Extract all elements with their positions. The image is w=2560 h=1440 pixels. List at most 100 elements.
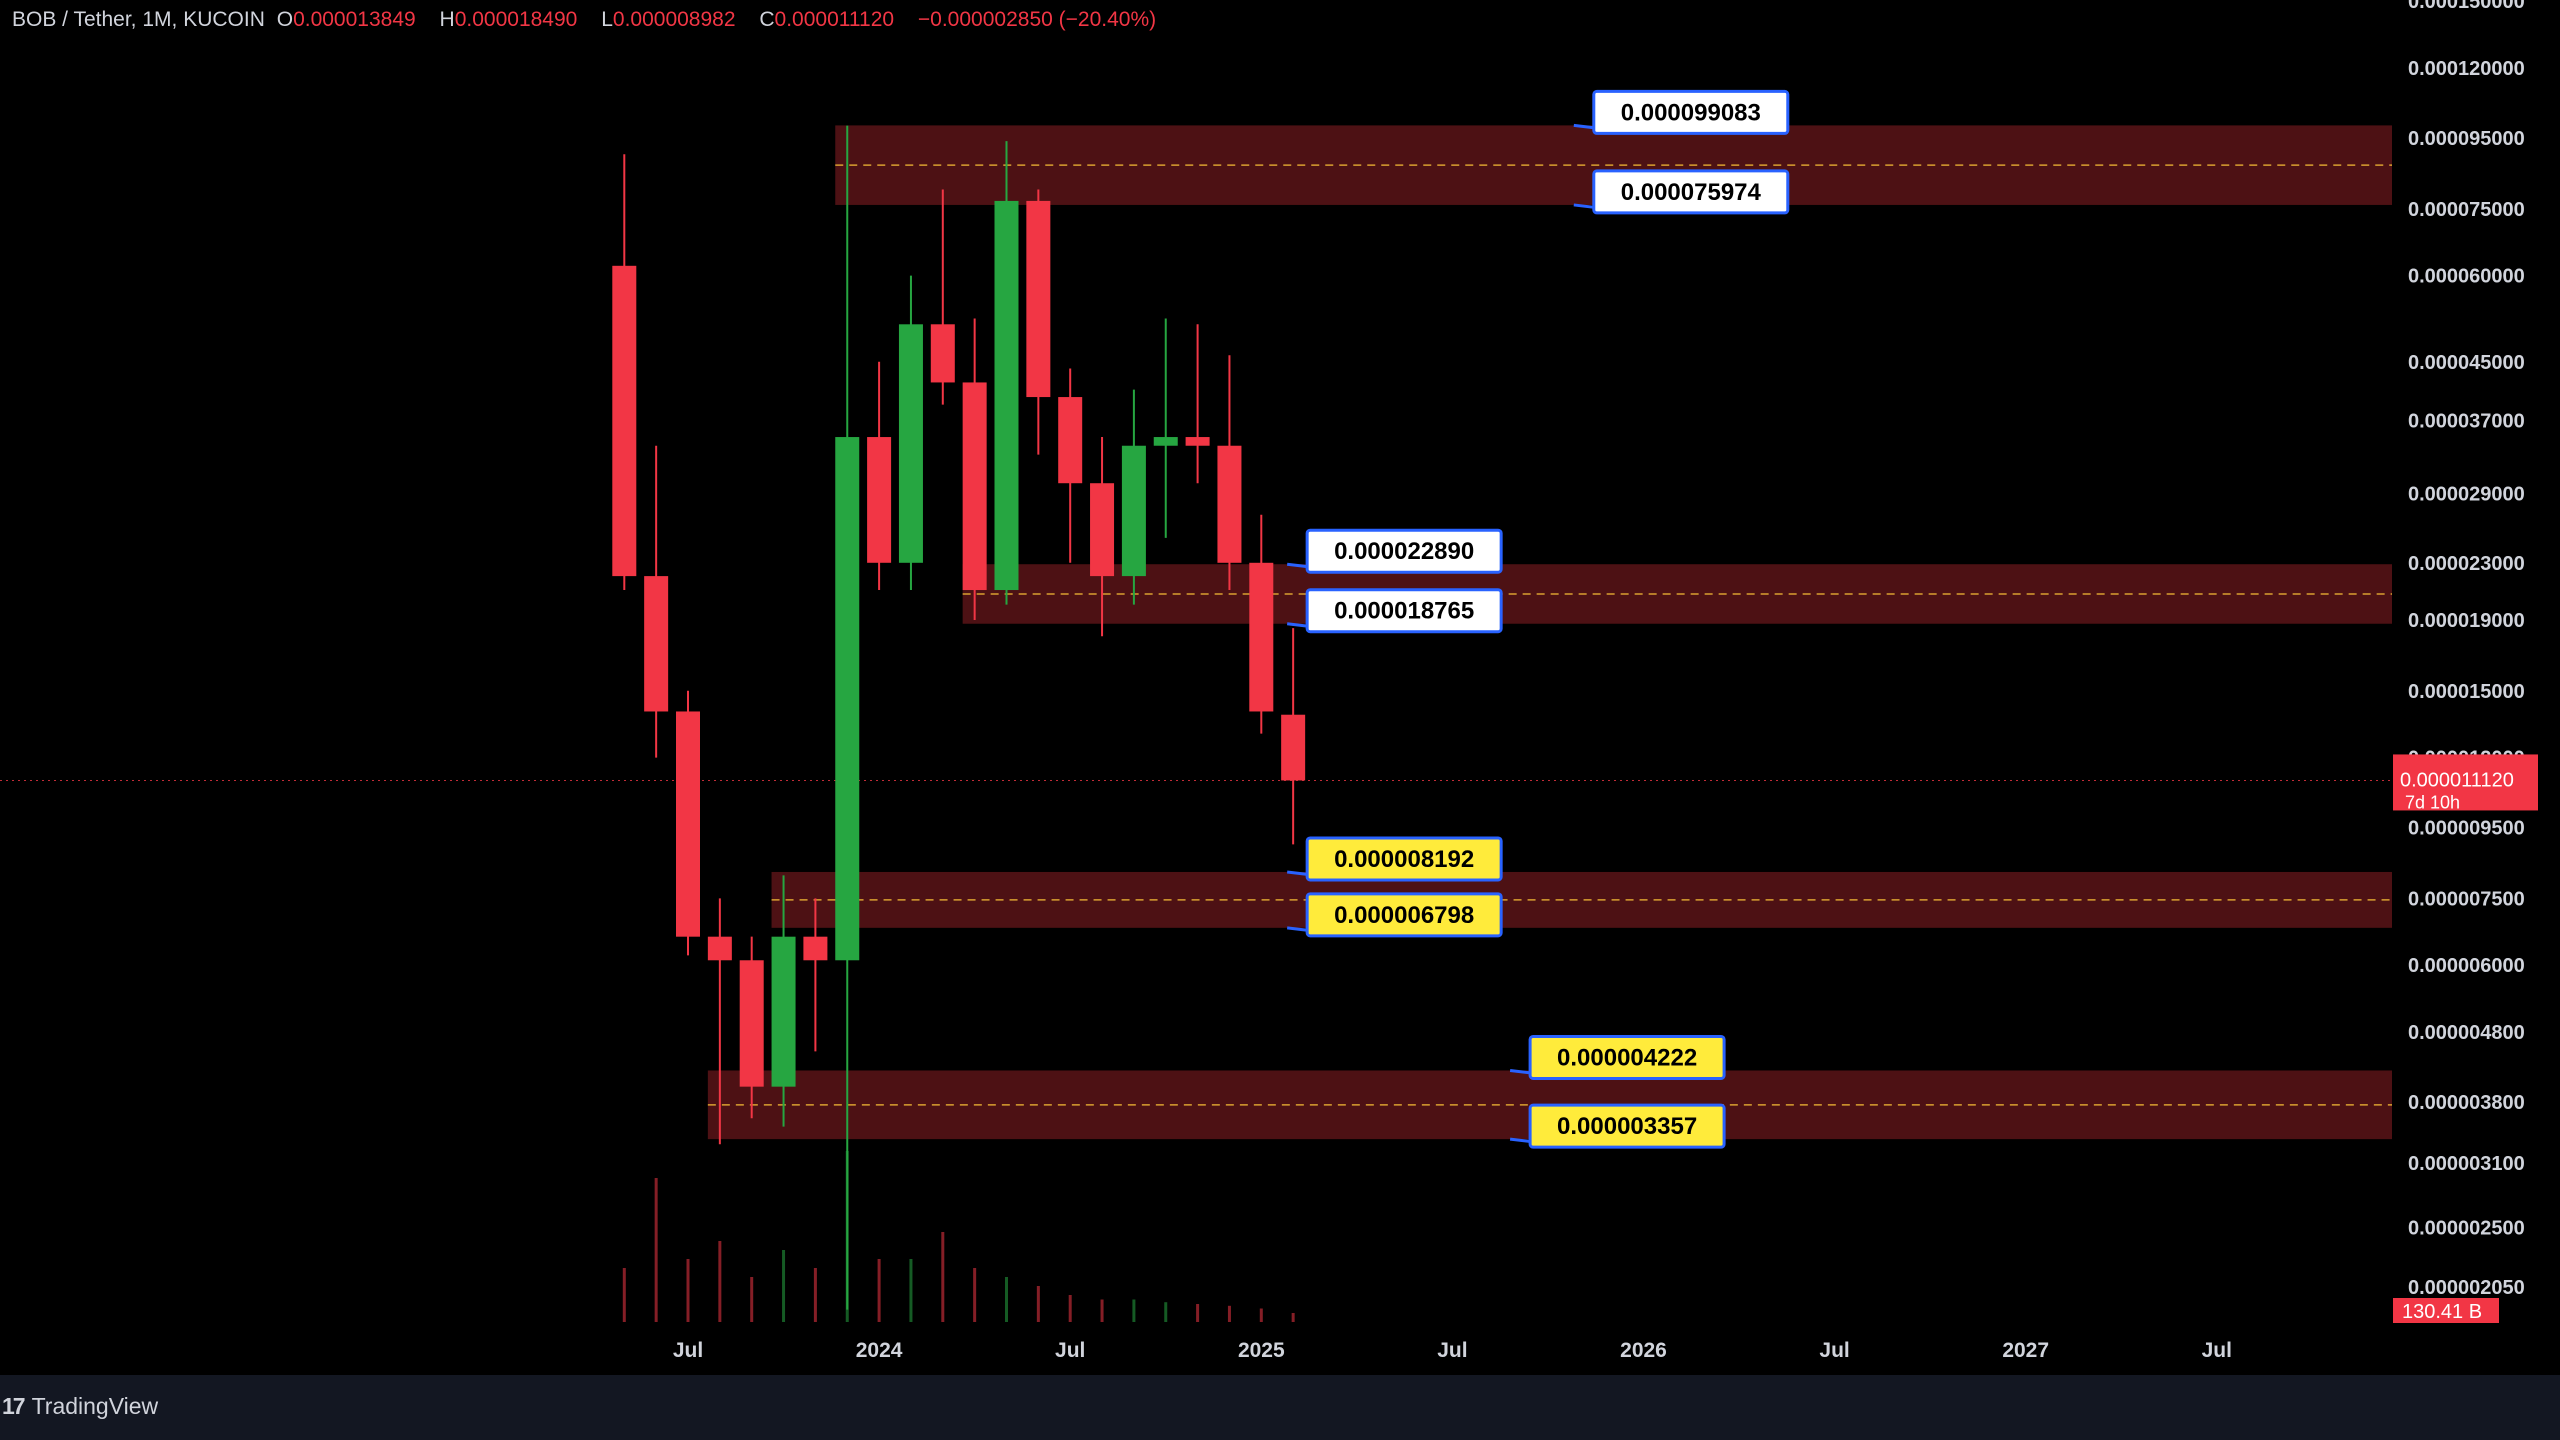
candle-body[interactable] [1026, 200, 1051, 398]
price-label-text: 0.000022890 [1334, 538, 1474, 565]
candle-body[interactable] [1281, 714, 1306, 781]
volume-bar [941, 1232, 945, 1322]
y-tick-label: 0.000037000 [2408, 410, 2525, 432]
price-label-box[interactable] [1305, 892, 1503, 938]
y-tick-label: 0.000120000 [2408, 58, 2525, 80]
y-tick-label: 0.000002050 [2408, 1277, 2525, 1299]
y-tick-label: 0.000007500 [2408, 888, 2525, 910]
volume-bar [686, 1259, 690, 1322]
volume-tag-value: 130.41 B [2402, 1301, 2482, 1323]
y-tick-label: 0.000009500 [2408, 818, 2525, 840]
volume-tag [2393, 1298, 2499, 1323]
y-tick-label: 0.000006000 [2408, 955, 2525, 977]
candle-body[interactable] [1153, 437, 1178, 446]
x-tick-label: Jul [2202, 1339, 2232, 1362]
price-label-text: 0.000008192 [1334, 846, 1474, 873]
y-tick-label: 0.000002500 [2408, 1217, 2525, 1239]
y-tick-label: 0.000029000 [2408, 483, 2525, 505]
price-label-box[interactable] [1305, 836, 1503, 882]
y-tick-label: 0.000095000 [2408, 128, 2525, 150]
volume-bar [1196, 1304, 1200, 1322]
price-label-text: 0.000099083 [1621, 99, 1761, 126]
candle-body[interactable] [1090, 483, 1115, 577]
open-label: O [276, 8, 294, 31]
candle-body[interactable] [962, 382, 987, 591]
volume-bar [1100, 1299, 1104, 1322]
y-tick-label: 0.000003100 [2408, 1153, 2525, 1175]
volume-bar [654, 1178, 658, 1322]
candle-body[interactable] [994, 200, 1019, 591]
volume-bar [1227, 1305, 1231, 1322]
price-label-box[interactable] [1528, 1103, 1726, 1149]
x-tick-label: Jul [1055, 1339, 1085, 1362]
price-label-box[interactable] [1305, 588, 1503, 634]
price-label-text: 0.000004222 [1557, 1044, 1697, 1071]
x-tick-label: Jul [673, 1339, 703, 1362]
y-tick-label: 0.000004800 [2408, 1022, 2525, 1044]
y-tick-label: 0.000060000 [2408, 266, 2525, 288]
candle-body[interactable] [771, 936, 796, 1087]
volume-bar [1259, 1308, 1263, 1322]
candle-body[interactable] [612, 265, 637, 577]
y-tick-label: 0.000075000 [2408, 199, 2525, 221]
volume-bar [877, 1259, 881, 1322]
candle-body[interactable] [1249, 562, 1274, 712]
candle-body[interactable] [707, 936, 732, 961]
candle-body[interactable] [930, 324, 955, 383]
volume-bar [782, 1250, 786, 1322]
current-price-tag[interactable] [2393, 754, 2538, 811]
x-tick-label: Jul [1819, 1339, 1849, 1362]
price-label-box[interactable] [1528, 1034, 1726, 1080]
x-tick-label: 2027 [2002, 1339, 2049, 1362]
candle-body[interactable] [1217, 445, 1242, 563]
y-tick-label: 0.000150000 [2408, 0, 2525, 13]
volume-bar [1132, 1299, 1136, 1322]
price-label-text: 0.000006798 [1334, 902, 1474, 929]
volume-bar [1068, 1295, 1072, 1322]
price-label-box[interactable] [1305, 528, 1503, 574]
footer-bar [0, 1375, 2560, 1440]
candle-body[interactable] [1058, 397, 1083, 484]
tradingview-brand: TradingView [31, 1393, 159, 1419]
candle-body[interactable] [898, 324, 923, 563]
low-value: 0.000008982 [612, 8, 736, 31]
price-label-box[interactable] [1592, 89, 1790, 135]
current-price-value: 0.000011120 [2400, 769, 2514, 791]
price-label-text: 0.000003357 [1557, 1113, 1697, 1140]
countdown-label: 7d 10h [2405, 792, 2460, 812]
x-tick-label: 2025 [1238, 1339, 1285, 1362]
volume-bar [1291, 1313, 1295, 1322]
high-value: 0.000018490 [454, 8, 578, 31]
y-tick-label: 0.000023000 [2408, 553, 2525, 575]
volume-bar [973, 1268, 977, 1322]
x-tick-label: Jul [1437, 1339, 1467, 1362]
volume-bar [622, 1268, 626, 1322]
candle-body[interactable] [835, 437, 860, 961]
y-tick-label: 0.000045000 [2408, 352, 2525, 374]
high-label: H [439, 8, 455, 31]
candle-body[interactable] [1185, 437, 1210, 446]
candle-body[interactable] [644, 576, 669, 712]
candle-body[interactable] [1121, 445, 1146, 577]
y-tick-label: 0.000003800 [2408, 1092, 2525, 1114]
low-label: L [601, 8, 613, 31]
volume-bar [1036, 1286, 1040, 1322]
tradingview-logo[interactable]: 17 TradingView [2, 1393, 158, 1420]
volume-bar [750, 1277, 754, 1322]
candle-body[interactable] [676, 711, 700, 937]
y-tick-label: 0.000015000 [2408, 681, 2525, 703]
candle-body[interactable] [803, 936, 828, 961]
volume-bar [1164, 1302, 1168, 1322]
close-value: 0.000011120 [774, 8, 895, 31]
candle-body[interactable] [739, 960, 764, 1087]
volume-bar [813, 1268, 817, 1322]
symbol-title[interactable]: BOB / Tether, 1M, KUCOIN [12, 8, 265, 31]
change-value: −0.000002850 (−20.40%) [917, 8, 1157, 31]
price-label-box[interactable] [1592, 169, 1790, 215]
x-tick-label: 2024 [856, 1339, 903, 1362]
candle-body[interactable] [867, 437, 892, 563]
symbol-header: BOB / Tether, 1M, KUCOIN O0.000013849 H0… [12, 8, 1174, 32]
price-label-text: 0.000018765 [1334, 598, 1474, 625]
